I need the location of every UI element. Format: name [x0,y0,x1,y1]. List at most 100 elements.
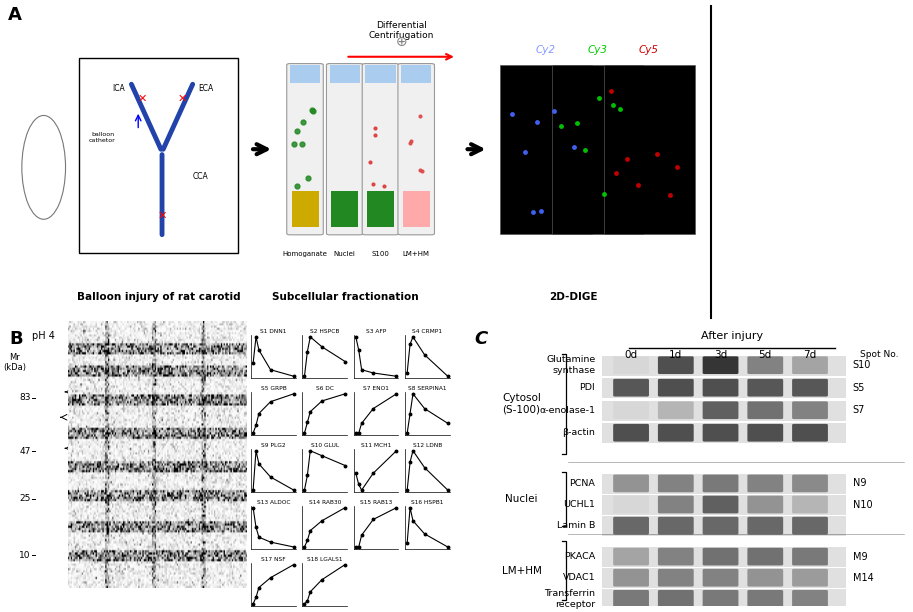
Text: PKACA: PKACA [564,552,595,561]
Title: S8 SERPINA1: S8 SERPINA1 [408,386,446,391]
Text: 3d: 3d [714,349,727,360]
FancyBboxPatch shape [658,379,694,397]
FancyBboxPatch shape [614,548,649,565]
Bar [602,401,845,421]
FancyBboxPatch shape [792,401,828,419]
Bar [291,192,319,227]
Bar [500,65,592,234]
FancyBboxPatch shape [658,496,694,513]
Text: Mr
(kDa): Mr (kDa) [4,353,26,372]
FancyBboxPatch shape [703,356,739,374]
Text: α-enolase-1: α-enolase-1 [540,406,595,415]
FancyBboxPatch shape [658,424,694,442]
Bar [602,356,845,376]
Text: Homoganate: Homoganate [283,252,328,258]
FancyBboxPatch shape [614,379,649,397]
FancyBboxPatch shape [658,517,694,534]
FancyBboxPatch shape [748,379,783,397]
FancyBboxPatch shape [703,548,739,565]
FancyBboxPatch shape [703,379,739,397]
Text: ⊕: ⊕ [395,35,407,49]
FancyBboxPatch shape [792,424,828,442]
FancyBboxPatch shape [792,569,828,586]
FancyBboxPatch shape [703,569,739,586]
Text: Differential
Centrifugation: Differential Centrifugation [369,21,434,40]
Text: Nuclei: Nuclei [334,252,356,258]
FancyBboxPatch shape [792,496,828,513]
Title: S14 RAB30: S14 RAB30 [309,499,341,505]
Text: 47: 47 [19,447,31,455]
Text: 1d: 1d [669,349,682,360]
Bar [331,192,358,227]
Text: Subcellular fractionation: Subcellular fractionation [272,292,419,302]
Title: S18 LGALS1: S18 LGALS1 [307,556,342,562]
Text: 83: 83 [19,393,31,402]
Text: VDAC1: VDAC1 [562,573,595,582]
Bar [602,589,845,610]
Bar [79,58,238,253]
Bar [602,568,845,588]
Title: S11 MCH1: S11 MCH1 [361,442,392,448]
FancyBboxPatch shape [658,590,694,608]
Text: Cy2: Cy2 [536,45,556,55]
FancyBboxPatch shape [703,590,739,608]
Text: 7: 7 [220,331,226,341]
Text: ECA: ECA [198,84,214,94]
Text: ICA: ICA [112,84,125,94]
FancyBboxPatch shape [748,356,783,374]
Title: S9 PLG2: S9 PLG2 [261,442,286,448]
Title: S12 LDNB: S12 LDNB [413,442,442,448]
Text: S7: S7 [853,405,865,415]
Text: 10: 10 [19,551,31,560]
FancyBboxPatch shape [658,548,694,565]
Title: S1 DNN1: S1 DNN1 [260,329,287,334]
Text: Cytosol
(S-100): Cytosol (S-100) [502,393,540,415]
Title: S17 NSF: S17 NSF [261,556,286,562]
Text: M9: M9 [853,551,867,562]
Text: LM+HM: LM+HM [403,252,430,258]
Text: Cy3: Cy3 [587,45,607,55]
FancyBboxPatch shape [748,424,783,442]
Title: S2 HSPCB: S2 HSPCB [310,329,340,334]
Title: S3 AFP: S3 AFP [366,329,386,334]
Text: S100: S100 [372,252,390,258]
Bar [403,192,430,227]
Bar [602,378,845,398]
Text: Balloon injury of rat carotid: Balloon injury of rat carotid [77,292,241,302]
Bar [552,65,644,234]
Text: A: A [8,7,22,24]
Bar [290,65,320,83]
Text: Glutamine
synthase: Glutamine synthase [546,356,595,375]
Text: Cy5: Cy5 [639,45,659,55]
Text: 7d: 7d [803,349,816,360]
FancyBboxPatch shape [287,64,323,235]
FancyBboxPatch shape [703,496,739,513]
Text: S5: S5 [853,382,865,393]
Title: S10 GLUL: S10 GLUL [310,442,339,448]
Text: ✕: ✕ [177,94,186,104]
FancyBboxPatch shape [792,548,828,565]
FancyBboxPatch shape [614,517,649,534]
Text: ✕: ✕ [157,211,167,221]
FancyBboxPatch shape [703,424,739,442]
Title: S6 DC: S6 DC [316,386,334,391]
FancyBboxPatch shape [658,569,694,586]
Text: PDI: PDI [580,383,595,392]
FancyBboxPatch shape [748,401,783,419]
FancyBboxPatch shape [703,517,739,534]
Bar [602,547,845,567]
Bar [365,65,395,83]
FancyBboxPatch shape [748,569,783,586]
Bar [602,474,845,494]
Text: N9: N9 [853,479,866,488]
FancyBboxPatch shape [658,356,694,374]
Text: C: C [475,330,488,348]
Text: Nuclei: Nuclei [505,494,538,504]
Text: LM+HM: LM+HM [501,565,541,576]
FancyBboxPatch shape [792,474,828,492]
FancyBboxPatch shape [398,64,435,235]
FancyBboxPatch shape [658,474,694,492]
Text: balloon
cathetor: balloon cathetor [89,132,116,143]
FancyBboxPatch shape [748,548,783,565]
Text: Lamin B: Lamin B [557,521,595,530]
